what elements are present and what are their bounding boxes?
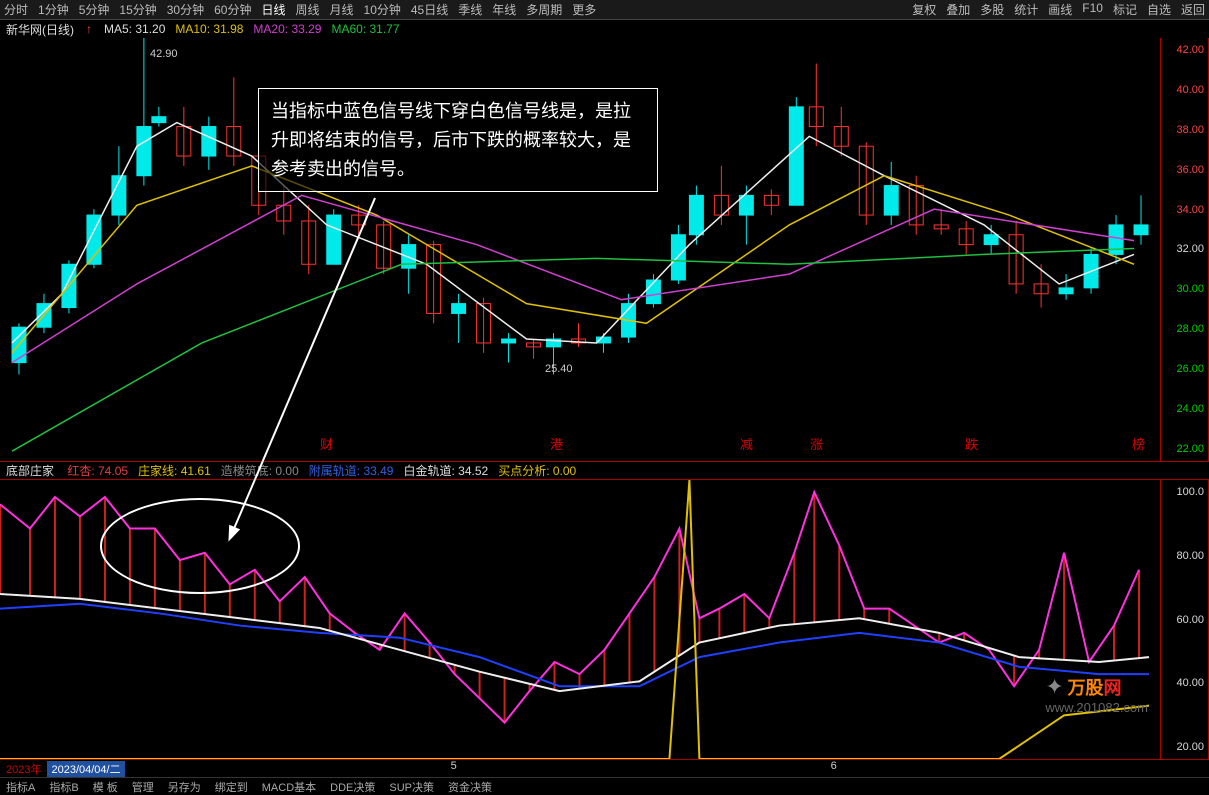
sub-chart-y-axis: 100.0 80.00 60.00 40.00 20.00 bbox=[1160, 480, 1208, 759]
ma-value: MA20: 33.29 bbox=[253, 22, 321, 36]
y-tick: 30.00 bbox=[1165, 283, 1204, 295]
bottom-tab[interactable]: 绑定到 bbox=[215, 779, 248, 795]
up-arrow-icon: ↑ bbox=[86, 22, 92, 36]
period-1分钟[interactable]: 1分钟 bbox=[38, 1, 69, 18]
char-label: 涨 bbox=[810, 434, 823, 453]
y-tick: 32.00 bbox=[1165, 243, 1204, 255]
tool-F10[interactable]: F10 bbox=[1082, 1, 1103, 18]
y-tick: 100.0 bbox=[1165, 486, 1204, 498]
sub-indicator-row: 底部庄家 红杏: 74.05 庄家线: 41.61 造楼筑底: 0.00 附属轨道: … bbox=[0, 461, 1209, 479]
sub-indicator-chart[interactable]: 100.0 80.00 60.00 40.00 20.00 ✦ 万股网 www.2010… bbox=[0, 479, 1209, 759]
period-更多[interactable]: 更多 bbox=[572, 1, 596, 18]
y-tick: 20.00 bbox=[1165, 741, 1204, 753]
ma-value: MA10: 31.98 bbox=[175, 22, 243, 36]
bottom-tab[interactable]: 模 板 bbox=[93, 779, 118, 795]
char-label: 港 bbox=[550, 434, 563, 453]
period-季线[interactable]: 季线 bbox=[458, 1, 482, 18]
char-label: 跌 bbox=[965, 434, 978, 453]
period-日线[interactable]: 日线 bbox=[261, 1, 285, 18]
high-price-label: 42.90 bbox=[150, 48, 178, 60]
month-marker: 6 bbox=[831, 760, 837, 772]
bottom-tab[interactable]: MACD基本 bbox=[262, 779, 316, 795]
watermark: ✦ 万股网 www.201082.com bbox=[1045, 674, 1148, 715]
bottom-tab[interactable]: 指标A bbox=[6, 779, 35, 795]
y-tick: 28.00 bbox=[1165, 323, 1204, 335]
char-label: 财 bbox=[320, 434, 333, 453]
y-tick: 22.00 bbox=[1165, 443, 1204, 455]
y-tick: 24.00 bbox=[1165, 403, 1204, 415]
main-candlestick-chart[interactable]: 42.90 25.40 当指标中蓝色信号线下穿白色信号线是，是拉升即将结束的信号… bbox=[0, 38, 1209, 461]
y-tick: 40.00 bbox=[1165, 84, 1204, 96]
tool-多股[interactable]: 多股 bbox=[980, 1, 1004, 18]
period-45日线[interactable]: 45日线 bbox=[411, 1, 448, 18]
bottom-tab-bar: 指标A 指标B 模 板管理另存为绑定到 MACD基本 DDE决策 SUP决策资金决策 bbox=[0, 777, 1209, 795]
y-tick: 40.00 bbox=[1165, 677, 1204, 689]
bottom-tab[interactable]: 指标B bbox=[49, 779, 78, 795]
y-tick: 36.00 bbox=[1165, 164, 1204, 176]
annotation-box: 当指标中蓝色信号线下穿白色信号线是，是拉升即将结束的信号，后市下跌的概率较大，是… bbox=[258, 88, 658, 192]
y-tick: 34.00 bbox=[1165, 204, 1204, 216]
y-tick: 60.00 bbox=[1165, 614, 1204, 626]
period-30分钟[interactable]: 30分钟 bbox=[167, 1, 204, 18]
tool-统计[interactable]: 统计 bbox=[1014, 1, 1038, 18]
tool-复权[interactable]: 复权 bbox=[912, 1, 936, 18]
period-周线[interactable]: 周线 bbox=[295, 1, 319, 18]
period-15分钟[interactable]: 15分钟 bbox=[119, 1, 156, 18]
period-月线[interactable]: 月线 bbox=[330, 1, 354, 18]
char-label: 减 bbox=[740, 434, 753, 453]
bottom-tab[interactable]: 资金决策 bbox=[448, 779, 492, 795]
tool-自选[interactable]: 自选 bbox=[1147, 1, 1171, 18]
y-tick: 42.00 bbox=[1165, 44, 1204, 56]
stock-name: 新华网(日线) bbox=[6, 21, 74, 38]
main-indicator-row: 新华网(日线) ↑ MA5: 31.20 MA10: 31.98 MA20: 33.… bbox=[0, 20, 1209, 38]
char-label: 榜 bbox=[1132, 434, 1145, 453]
bottom-tab[interactable]: 另存为 bbox=[168, 779, 201, 795]
sub-ind-value: 庄家线: 41.61 bbox=[138, 464, 211, 478]
period-toolbar: 分时 1分钟 5分钟 15分钟 30分钟 60分钟日线周线月线 10分钟 45日线季线年线多周… bbox=[0, 0, 1209, 20]
tool-画线[interactable]: 画线 bbox=[1048, 1, 1072, 18]
period-60分钟[interactable]: 60分钟 bbox=[214, 1, 251, 18]
year-label: 2023年 bbox=[6, 761, 41, 777]
date-label: 2023/04/04/二 bbox=[47, 761, 124, 777]
sub-ind-value: 底部庄家 bbox=[6, 464, 57, 478]
main-chart-y-axis: 42.00 40.00 38.00 36.00 34.00 32.00 30.00 28.00… bbox=[1160, 38, 1208, 461]
sub-ind-value: 买点分析: 0.00 bbox=[498, 464, 576, 478]
sub-ind-value: 红杏: 74.05 bbox=[67, 464, 128, 478]
y-tick: 80.00 bbox=[1165, 550, 1204, 562]
tool-叠加[interactable]: 叠加 bbox=[946, 1, 970, 18]
low-price-label: 25.40 bbox=[545, 363, 573, 375]
bottom-tab[interactable]: 管理 bbox=[132, 779, 154, 795]
y-tick: 38.00 bbox=[1165, 124, 1204, 136]
tool-标记[interactable]: 标记 bbox=[1113, 1, 1137, 18]
sub-ind-value: 附属轨道: 33.49 bbox=[309, 464, 394, 478]
ma-value: MA60: 31.77 bbox=[331, 22, 399, 36]
bottom-tab[interactable]: SUP决策 bbox=[389, 779, 434, 795]
ma-value: MA5: 31.20 bbox=[104, 22, 165, 36]
period-分时[interactable]: 分时 bbox=[4, 1, 28, 18]
sub-ind-value: 白金轨道: 34.52 bbox=[403, 464, 488, 478]
period-年线[interactable]: 年线 bbox=[492, 1, 516, 18]
y-tick: 26.00 bbox=[1165, 363, 1204, 375]
sub-ind-value: 造楼筑底: 0.00 bbox=[221, 464, 299, 478]
bottom-tab[interactable]: DDE决策 bbox=[330, 779, 375, 795]
month-marker: 5 bbox=[451, 760, 457, 772]
period-5分钟[interactable]: 5分钟 bbox=[79, 1, 110, 18]
period-多周期[interactable]: 多周期 bbox=[526, 1, 562, 18]
period-10分钟[interactable]: 10分钟 bbox=[364, 1, 401, 18]
timeline-bar: 2023年 2023/04/04/二 567 bbox=[0, 759, 1209, 777]
tool-返回[interactable]: 返回 bbox=[1181, 1, 1205, 18]
